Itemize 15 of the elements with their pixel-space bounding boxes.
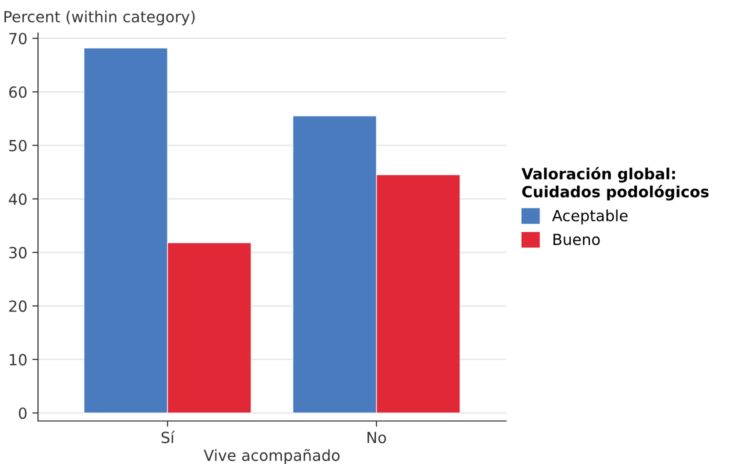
- x-tick-label: Sí: [162, 430, 175, 444]
- y-tick-label: 20: [9, 300, 27, 312]
- y-tick-label: 70: [9, 32, 27, 44]
- y-tick-label: 60: [9, 86, 27, 98]
- y-tick-label: 50: [9, 140, 27, 152]
- legend-label: Bueno: [554, 234, 600, 246]
- x-axis-title: Vive acompañado: [204, 448, 340, 464]
- legend-label: Aceptable: [552, 210, 628, 224]
- legend-title: Valoración global: Cuidados podológicos: [522, 167, 709, 201]
- y-tick-label: 10: [10, 354, 27, 366]
- x-tick-label: No: [368, 432, 386, 444]
- y-tick-label: 30: [9, 246, 27, 258]
- y-tick-label: 40: [8, 193, 27, 205]
- y-axis-title: Percent (within category): [4, 10, 195, 26]
- y-tick-label: 0: [18, 407, 27, 419]
